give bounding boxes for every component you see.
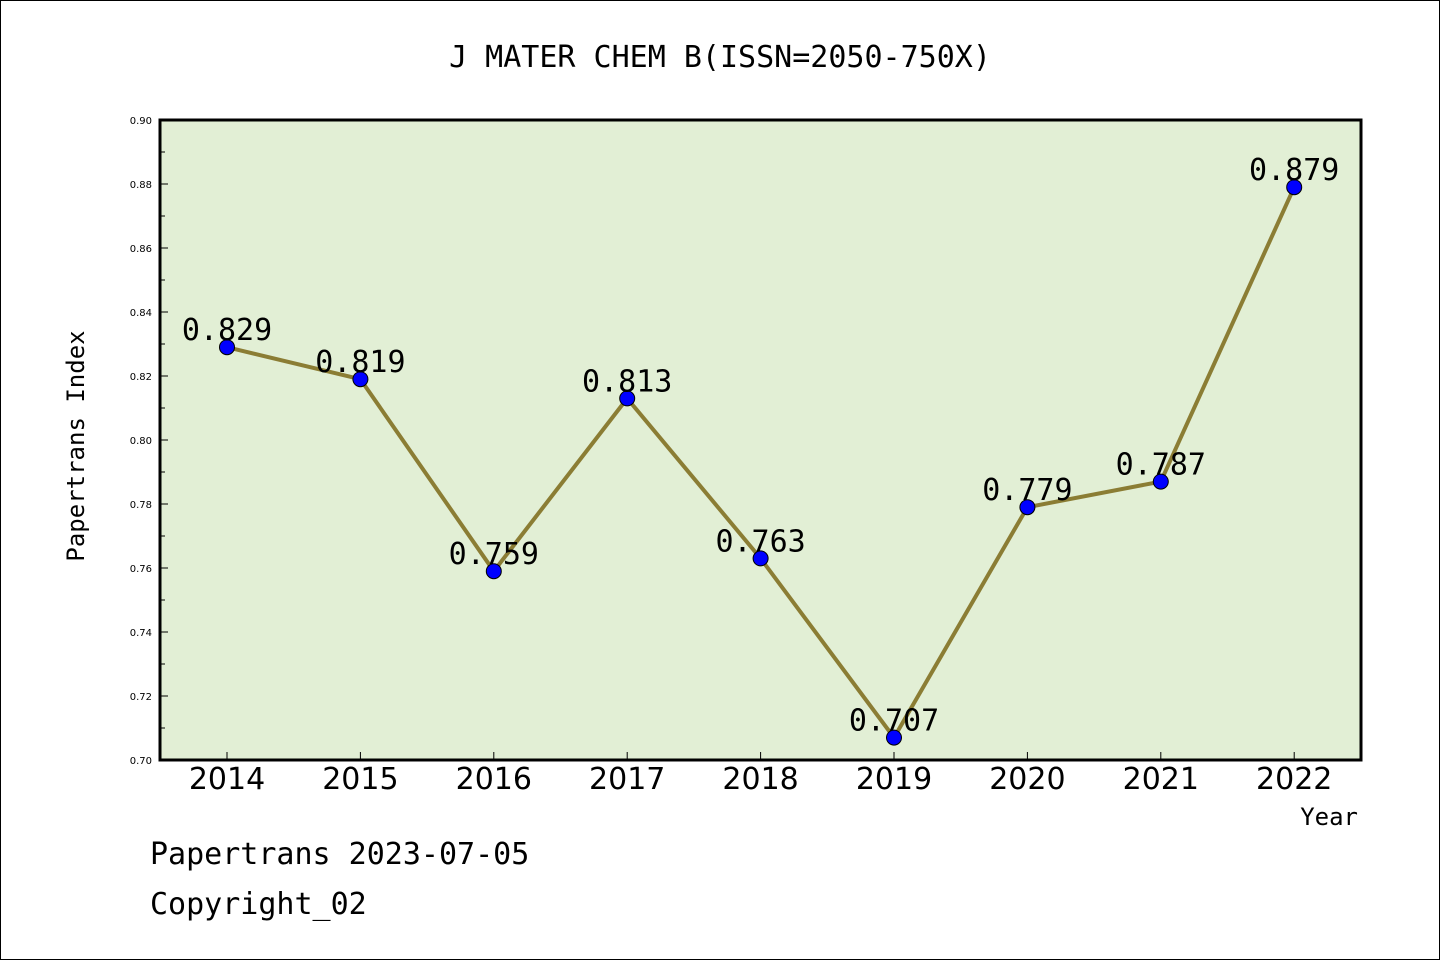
data-labels: 0.829 0.819 0.759 0.813 0.763 0.707 0.779 0.787… [182,153,1340,738]
data-point [886,729,902,746]
data-label: 0.707 [849,704,939,739]
chart-title: J MATER CHEM B(ISSN=2050-750X) [449,40,991,75]
y-tick-label: 0.72 [130,692,152,703]
data-point [485,563,502,580]
data-series [219,179,1303,746]
y-tick-label: 0.86 [130,244,152,255]
footer-date: Papertrans 2023-07-05 [150,837,529,872]
data-label: 0.819 [315,345,405,380]
data-label: 0.759 [449,537,539,572]
y-tick-label: 0.80 [130,436,152,447]
y-tick-label: 0.84 [130,308,152,319]
x-tick-label: 2018 [722,762,798,797]
x-tick-label: 2016 [456,762,532,797]
data-label: 0.813 [582,364,672,399]
x-tick-label: 2014 [189,762,265,797]
data-point [1286,179,1303,196]
plot-border [158,118,1363,762]
y-tick-label: 0.82 [130,372,152,383]
x-tick-label: 2015 [322,762,398,797]
data-label: 0.879 [1249,153,1339,188]
x-tick-label: 2019 [856,762,932,797]
y-axis-label: Papertrans Index [62,330,90,561]
data-point [1019,499,1036,516]
data-label: 0.829 [182,313,272,348]
data-point [619,390,636,407]
plot-area [160,120,1361,760]
data-point [352,371,369,388]
y-tick-label: 0.70 [130,756,152,767]
y-tick-label: 0.74 [130,628,152,639]
y-tick-label: 0.90 [130,116,152,127]
x-tick-label: 2020 [989,762,1065,797]
x-axis-label: Year [1300,803,1358,831]
data-point [752,550,769,567]
x-tick-label: 2017 [589,762,665,797]
y-tick-label: 0.76 [130,564,152,575]
y-tick-label: 0.78 [130,500,152,511]
data-label: 0.763 [715,524,805,559]
data-point [1152,473,1169,490]
data-label: 0.787 [1116,448,1206,483]
data-point [219,339,235,356]
x-axis-ticks: 2014 2015 2016 2017 2018 2019 2020 2021 2022 [189,752,1332,797]
x-tick-label: 2022 [1256,762,1332,797]
footer-copyright: Copyright_02 [150,887,367,922]
y-tick-label: 0.88 [130,180,152,191]
data-label: 0.779 [982,473,1072,508]
x-tick-label: 2021 [1123,762,1199,797]
